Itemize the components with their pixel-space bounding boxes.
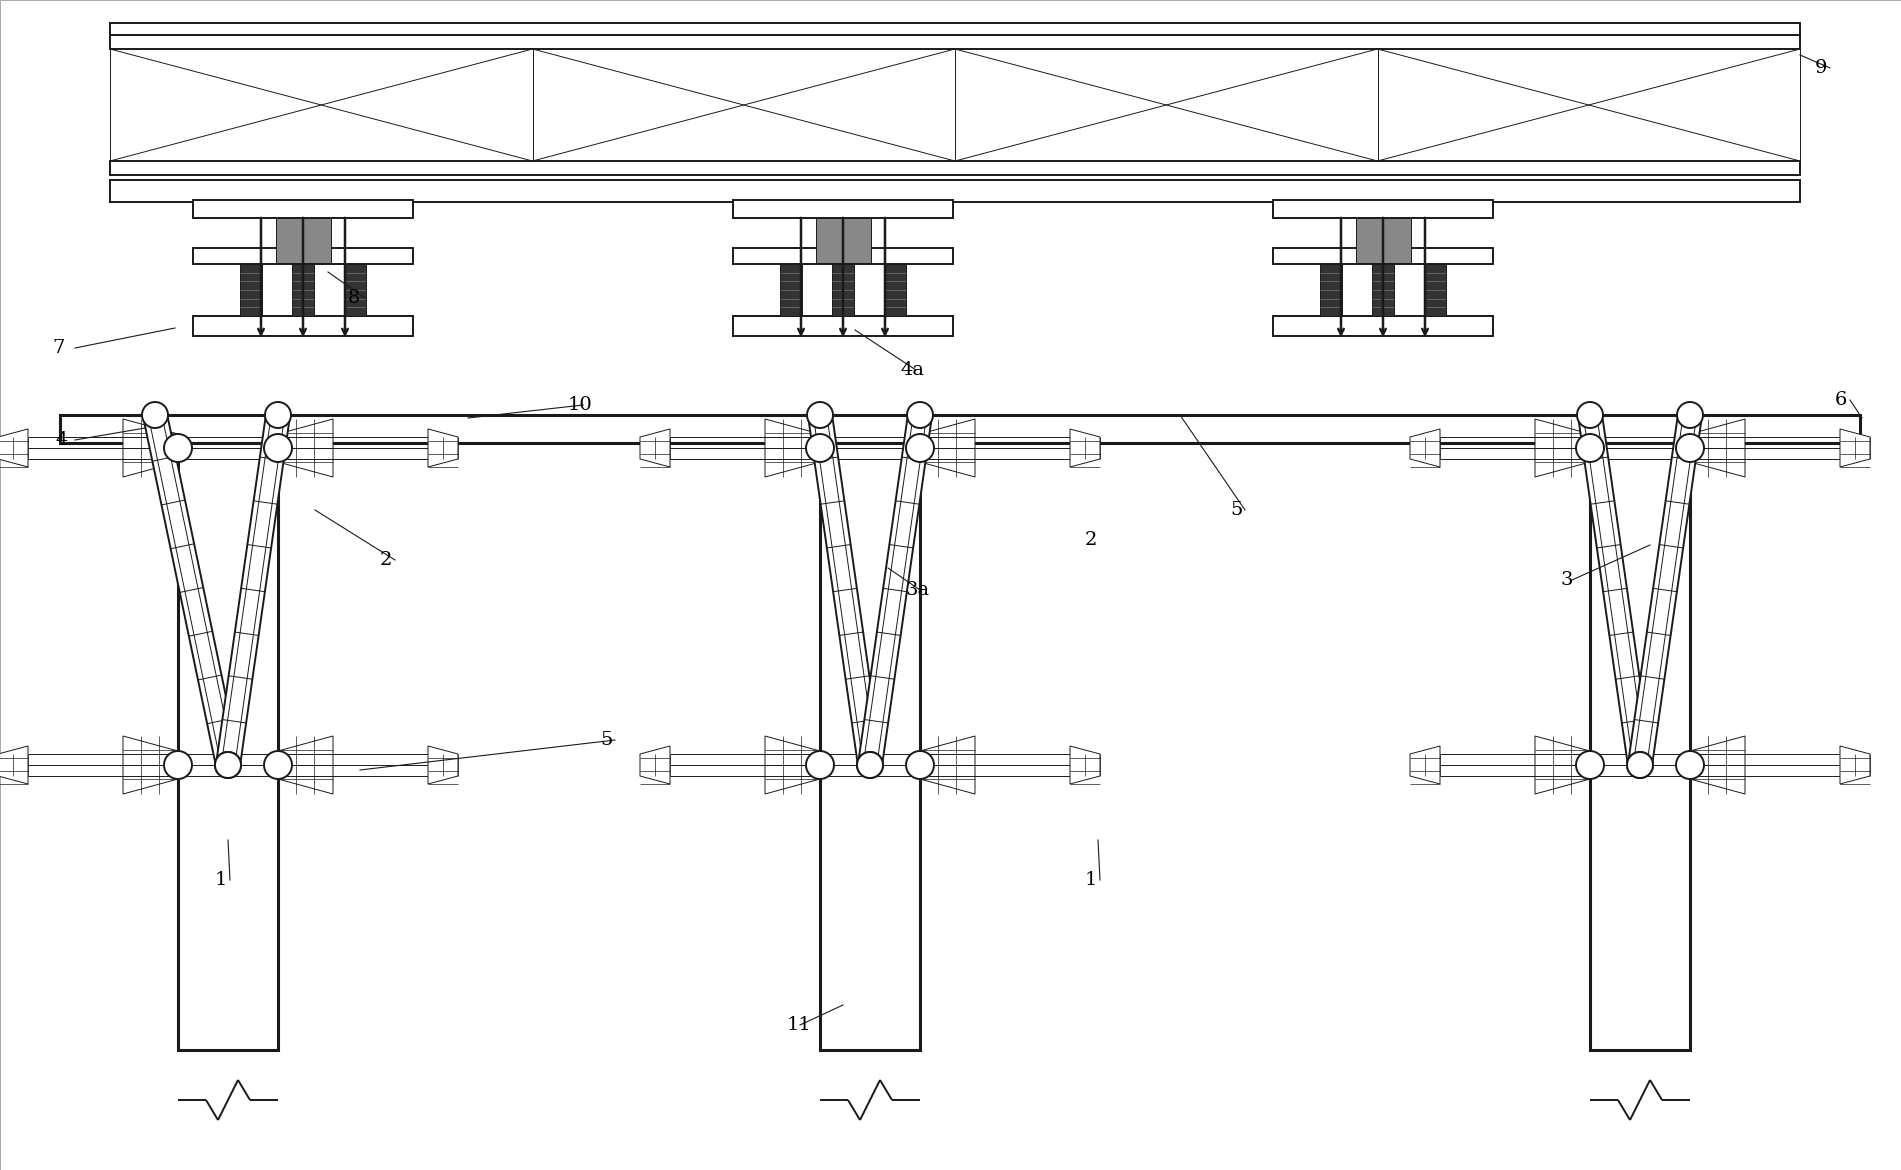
Polygon shape — [1840, 746, 1871, 784]
Polygon shape — [1578, 413, 1652, 766]
Bar — [179, 443, 278, 1049]
Polygon shape — [641, 429, 669, 467]
Polygon shape — [0, 429, 29, 467]
Text: 9: 9 — [1815, 58, 1827, 77]
Polygon shape — [1534, 736, 1589, 794]
Bar — [1319, 264, 1342, 316]
Bar — [1355, 218, 1411, 263]
Bar — [734, 316, 952, 336]
Bar — [110, 35, 1800, 49]
Circle shape — [264, 751, 293, 779]
Circle shape — [143, 402, 167, 428]
Polygon shape — [278, 736, 333, 794]
Polygon shape — [1411, 746, 1439, 784]
Polygon shape — [920, 736, 975, 794]
Bar — [779, 264, 802, 316]
Polygon shape — [1070, 429, 1101, 467]
Text: 2: 2 — [380, 551, 392, 569]
Polygon shape — [278, 419, 333, 477]
Bar — [110, 161, 1800, 176]
Polygon shape — [0, 746, 29, 784]
Circle shape — [1677, 434, 1703, 462]
Polygon shape — [764, 419, 819, 477]
Bar — [833, 264, 854, 316]
Bar — [734, 200, 952, 218]
Polygon shape — [1690, 736, 1745, 794]
Bar — [194, 248, 413, 264]
Text: 6: 6 — [1834, 391, 1848, 410]
Polygon shape — [641, 746, 669, 784]
Circle shape — [857, 752, 882, 778]
Text: 5: 5 — [601, 731, 612, 749]
Polygon shape — [217, 413, 289, 766]
Bar — [1274, 200, 1492, 218]
Bar — [110, 23, 1800, 35]
Circle shape — [806, 434, 835, 462]
Polygon shape — [1534, 419, 1589, 477]
Circle shape — [163, 751, 192, 779]
Circle shape — [1627, 752, 1654, 778]
Polygon shape — [428, 429, 458, 467]
Polygon shape — [1411, 429, 1439, 467]
Bar — [1589, 443, 1690, 1049]
Polygon shape — [808, 413, 882, 766]
Polygon shape — [143, 413, 240, 768]
Circle shape — [1576, 751, 1604, 779]
Circle shape — [907, 434, 933, 462]
Polygon shape — [428, 746, 458, 784]
Text: 1: 1 — [215, 870, 228, 889]
Text: 11: 11 — [787, 1016, 812, 1034]
Text: 2: 2 — [1085, 531, 1097, 549]
Bar — [1373, 264, 1393, 316]
Bar — [819, 443, 920, 1049]
Bar — [293, 264, 314, 316]
Circle shape — [215, 752, 241, 778]
Polygon shape — [1840, 429, 1871, 467]
Circle shape — [907, 751, 933, 779]
Bar — [884, 264, 907, 316]
Bar — [1274, 316, 1492, 336]
Bar — [61, 415, 1859, 443]
Polygon shape — [1070, 746, 1101, 784]
Circle shape — [1576, 434, 1604, 462]
Text: 4: 4 — [55, 431, 67, 449]
Circle shape — [264, 434, 293, 462]
Circle shape — [907, 402, 933, 428]
Bar — [344, 264, 367, 316]
Bar — [276, 218, 331, 263]
Text: 7: 7 — [51, 339, 65, 357]
Bar — [1274, 248, 1492, 264]
Circle shape — [1677, 751, 1703, 779]
Text: 8: 8 — [348, 289, 361, 307]
Bar — [734, 248, 952, 264]
Text: 5: 5 — [1230, 501, 1243, 519]
Circle shape — [215, 752, 241, 778]
Polygon shape — [857, 413, 931, 766]
Circle shape — [857, 752, 882, 778]
Text: 4a: 4a — [899, 362, 924, 379]
Circle shape — [808, 402, 833, 428]
Circle shape — [1627, 752, 1654, 778]
Circle shape — [1578, 402, 1603, 428]
Polygon shape — [764, 736, 819, 794]
Circle shape — [264, 402, 291, 428]
Circle shape — [1677, 402, 1703, 428]
Polygon shape — [1690, 419, 1745, 477]
Polygon shape — [1627, 413, 1701, 766]
Bar — [110, 180, 1800, 202]
Bar — [1424, 264, 1447, 316]
Bar — [816, 218, 871, 263]
Bar — [240, 264, 262, 316]
Circle shape — [806, 751, 835, 779]
Text: 10: 10 — [568, 395, 593, 414]
Polygon shape — [124, 736, 179, 794]
Circle shape — [163, 434, 192, 462]
Bar — [194, 316, 413, 336]
Text: 1: 1 — [1085, 870, 1097, 889]
Text: 3: 3 — [1561, 571, 1572, 589]
Polygon shape — [920, 419, 975, 477]
Polygon shape — [124, 419, 179, 477]
Bar — [194, 200, 413, 218]
Text: 3a: 3a — [905, 581, 930, 599]
